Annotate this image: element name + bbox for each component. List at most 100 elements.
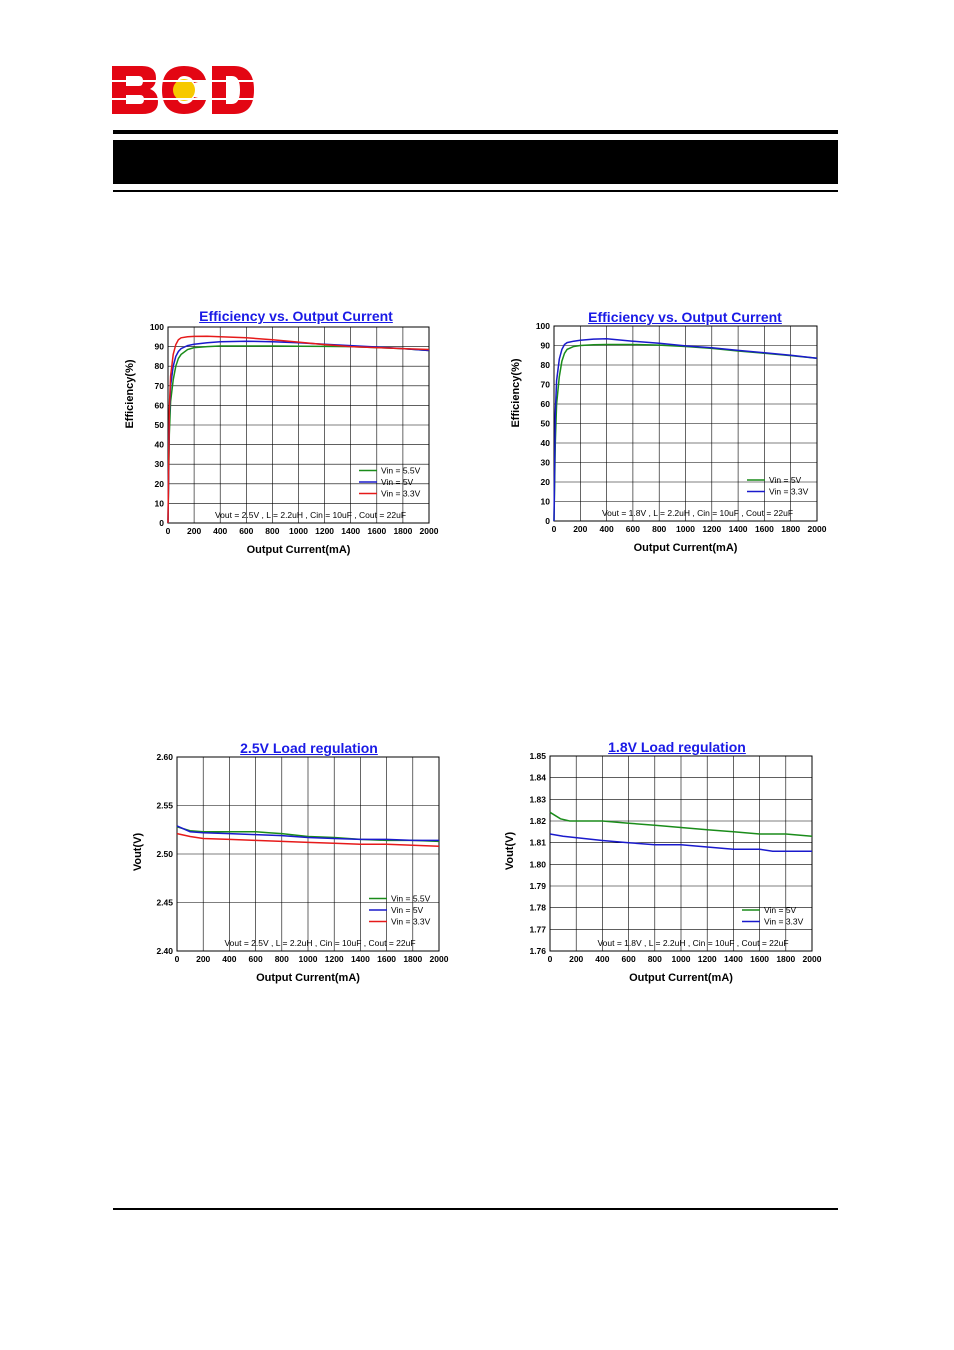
y-tick-label: 90 bbox=[155, 342, 165, 352]
series-line bbox=[176, 832, 440, 847]
y-tick-label: 1.76 bbox=[529, 946, 546, 956]
y-tick-label: 1.84 bbox=[529, 773, 546, 783]
y-tick-label: 1.82 bbox=[529, 816, 546, 826]
y-tick-label: 100 bbox=[536, 321, 550, 331]
plot-frame bbox=[549, 755, 813, 952]
x-tick-label: 800 bbox=[652, 524, 666, 534]
chart-annotation: Vout = 1.8V , L = 2.2uH , Cin = 10uF , C… bbox=[602, 508, 793, 518]
y-tick-label: 80 bbox=[155, 361, 165, 371]
x-tick-label: 1400 bbox=[351, 954, 370, 964]
x-tick-label: 600 bbox=[622, 954, 636, 964]
chart-annotation: Vout = 1.8V , L = 2.2uH , Cin = 10uF , C… bbox=[597, 938, 788, 948]
series-line bbox=[549, 811, 813, 837]
y-tick-label: 0 bbox=[545, 516, 550, 526]
y-tick-label: 70 bbox=[155, 381, 165, 391]
y-tick-label: 60 bbox=[541, 399, 551, 409]
x-tick-label: 1600 bbox=[377, 954, 396, 964]
header-rule-top bbox=[113, 130, 838, 134]
bcd-logo bbox=[112, 66, 257, 114]
y-tick-label: 50 bbox=[541, 419, 551, 429]
y-tick-label: 90 bbox=[541, 341, 551, 351]
x-tick-label: 1600 bbox=[367, 526, 386, 536]
chart-annotation: Vout = 2.5V , L = 2.2uH , Cin = 10uF , C… bbox=[215, 510, 406, 520]
y-tick-label: 60 bbox=[155, 400, 165, 410]
x-tick-label: 1200 bbox=[702, 524, 721, 534]
x-tick-label: 1600 bbox=[750, 954, 769, 964]
legend-label: Vin = 5.5V bbox=[381, 466, 421, 476]
x-tick-label: 2000 bbox=[803, 954, 822, 964]
y-tick-label: 2.50 bbox=[156, 849, 173, 859]
x-axis-label: Output Current(mA) bbox=[247, 544, 351, 556]
y-axis-label: Vout(V) bbox=[504, 832, 516, 871]
y-tick-label: 2.40 bbox=[156, 946, 173, 956]
chart-4-title: 1.8V Load regulation bbox=[608, 739, 746, 755]
x-tick-label: 400 bbox=[595, 954, 609, 964]
y-tick-label: 20 bbox=[541, 477, 551, 487]
y-tick-label: 1.81 bbox=[529, 838, 546, 848]
x-tick-label: 1200 bbox=[698, 954, 717, 964]
chart-2-title: Efficiency vs. Output Current bbox=[588, 309, 782, 325]
chart-3-title: 2.5V Load regulation bbox=[240, 740, 378, 756]
y-tick-label: 1.77 bbox=[529, 924, 546, 934]
x-tick-label: 0 bbox=[175, 954, 180, 964]
footer-rule bbox=[113, 1208, 838, 1210]
legend-label: Vin = 3.3V bbox=[381, 489, 421, 499]
x-tick-label: 200 bbox=[569, 954, 583, 964]
x-tick-label: 0 bbox=[548, 954, 553, 964]
series-line bbox=[167, 340, 430, 524]
legend-label: Vin = 3.3V bbox=[769, 487, 809, 497]
x-tick-label: 600 bbox=[626, 524, 640, 534]
y-tick-label: 40 bbox=[541, 438, 551, 448]
y-tick-label: 30 bbox=[541, 458, 551, 468]
header-band bbox=[113, 140, 838, 184]
x-axis-label: Output Current(mA) bbox=[256, 972, 360, 984]
y-tick-label: 2.60 bbox=[156, 752, 173, 762]
x-tick-label: 400 bbox=[213, 526, 227, 536]
x-axis-label: Output Current(mA) bbox=[629, 972, 733, 984]
y-tick-label: 40 bbox=[155, 440, 165, 450]
y-tick-label: 1.79 bbox=[529, 881, 546, 891]
x-tick-label: 400 bbox=[600, 524, 614, 534]
x-tick-label: 400 bbox=[222, 954, 236, 964]
x-tick-label: 1800 bbox=[776, 954, 795, 964]
x-axis-label: Output Current(mA) bbox=[634, 542, 738, 554]
y-axis-label: Efficiency(%) bbox=[124, 359, 136, 428]
y-tick-label: 100 bbox=[150, 322, 164, 332]
y-tick-label: 2.55 bbox=[156, 801, 173, 811]
legend-label: Vin = 5V bbox=[381, 477, 414, 487]
x-tick-label: 2000 bbox=[420, 526, 439, 536]
x-tick-label: 1400 bbox=[341, 526, 360, 536]
x-tick-label: 800 bbox=[265, 526, 279, 536]
series-line bbox=[549, 833, 812, 853]
x-tick-label: 1600 bbox=[755, 524, 774, 534]
y-tick-label: 30 bbox=[155, 459, 165, 469]
y-tick-label: 1.83 bbox=[529, 794, 546, 804]
x-tick-label: 0 bbox=[166, 526, 171, 536]
x-tick-label: 1200 bbox=[325, 954, 344, 964]
x-tick-label: 1800 bbox=[393, 526, 412, 536]
x-tick-label: 2000 bbox=[430, 954, 449, 964]
y-tick-label: 80 bbox=[541, 360, 551, 370]
legend-label: Vin = 3.3V bbox=[764, 917, 804, 927]
x-tick-label: 1400 bbox=[729, 524, 748, 534]
x-tick-label: 200 bbox=[573, 524, 587, 534]
legend-label: Vin = 5V bbox=[769, 475, 802, 485]
y-tick-label: 10 bbox=[155, 498, 165, 508]
y-tick-label: 1.80 bbox=[529, 859, 546, 869]
x-tick-label: 1800 bbox=[781, 524, 800, 534]
chart-annotation: Vout = 2.5V , L = 2.2uH , Cin = 10uF , C… bbox=[224, 938, 415, 948]
y-tick-label: 70 bbox=[541, 380, 551, 390]
x-tick-label: 800 bbox=[648, 954, 662, 964]
x-tick-label: 1000 bbox=[299, 954, 318, 964]
legend-label: Vin = 5.5V bbox=[391, 894, 431, 904]
x-tick-label: 1200 bbox=[315, 526, 334, 536]
x-tick-label: 600 bbox=[249, 954, 263, 964]
legend-label: Vin = 5V bbox=[391, 905, 424, 915]
plot-frame bbox=[167, 326, 430, 524]
series-line bbox=[176, 825, 439, 842]
y-tick-label: 20 bbox=[155, 479, 165, 489]
